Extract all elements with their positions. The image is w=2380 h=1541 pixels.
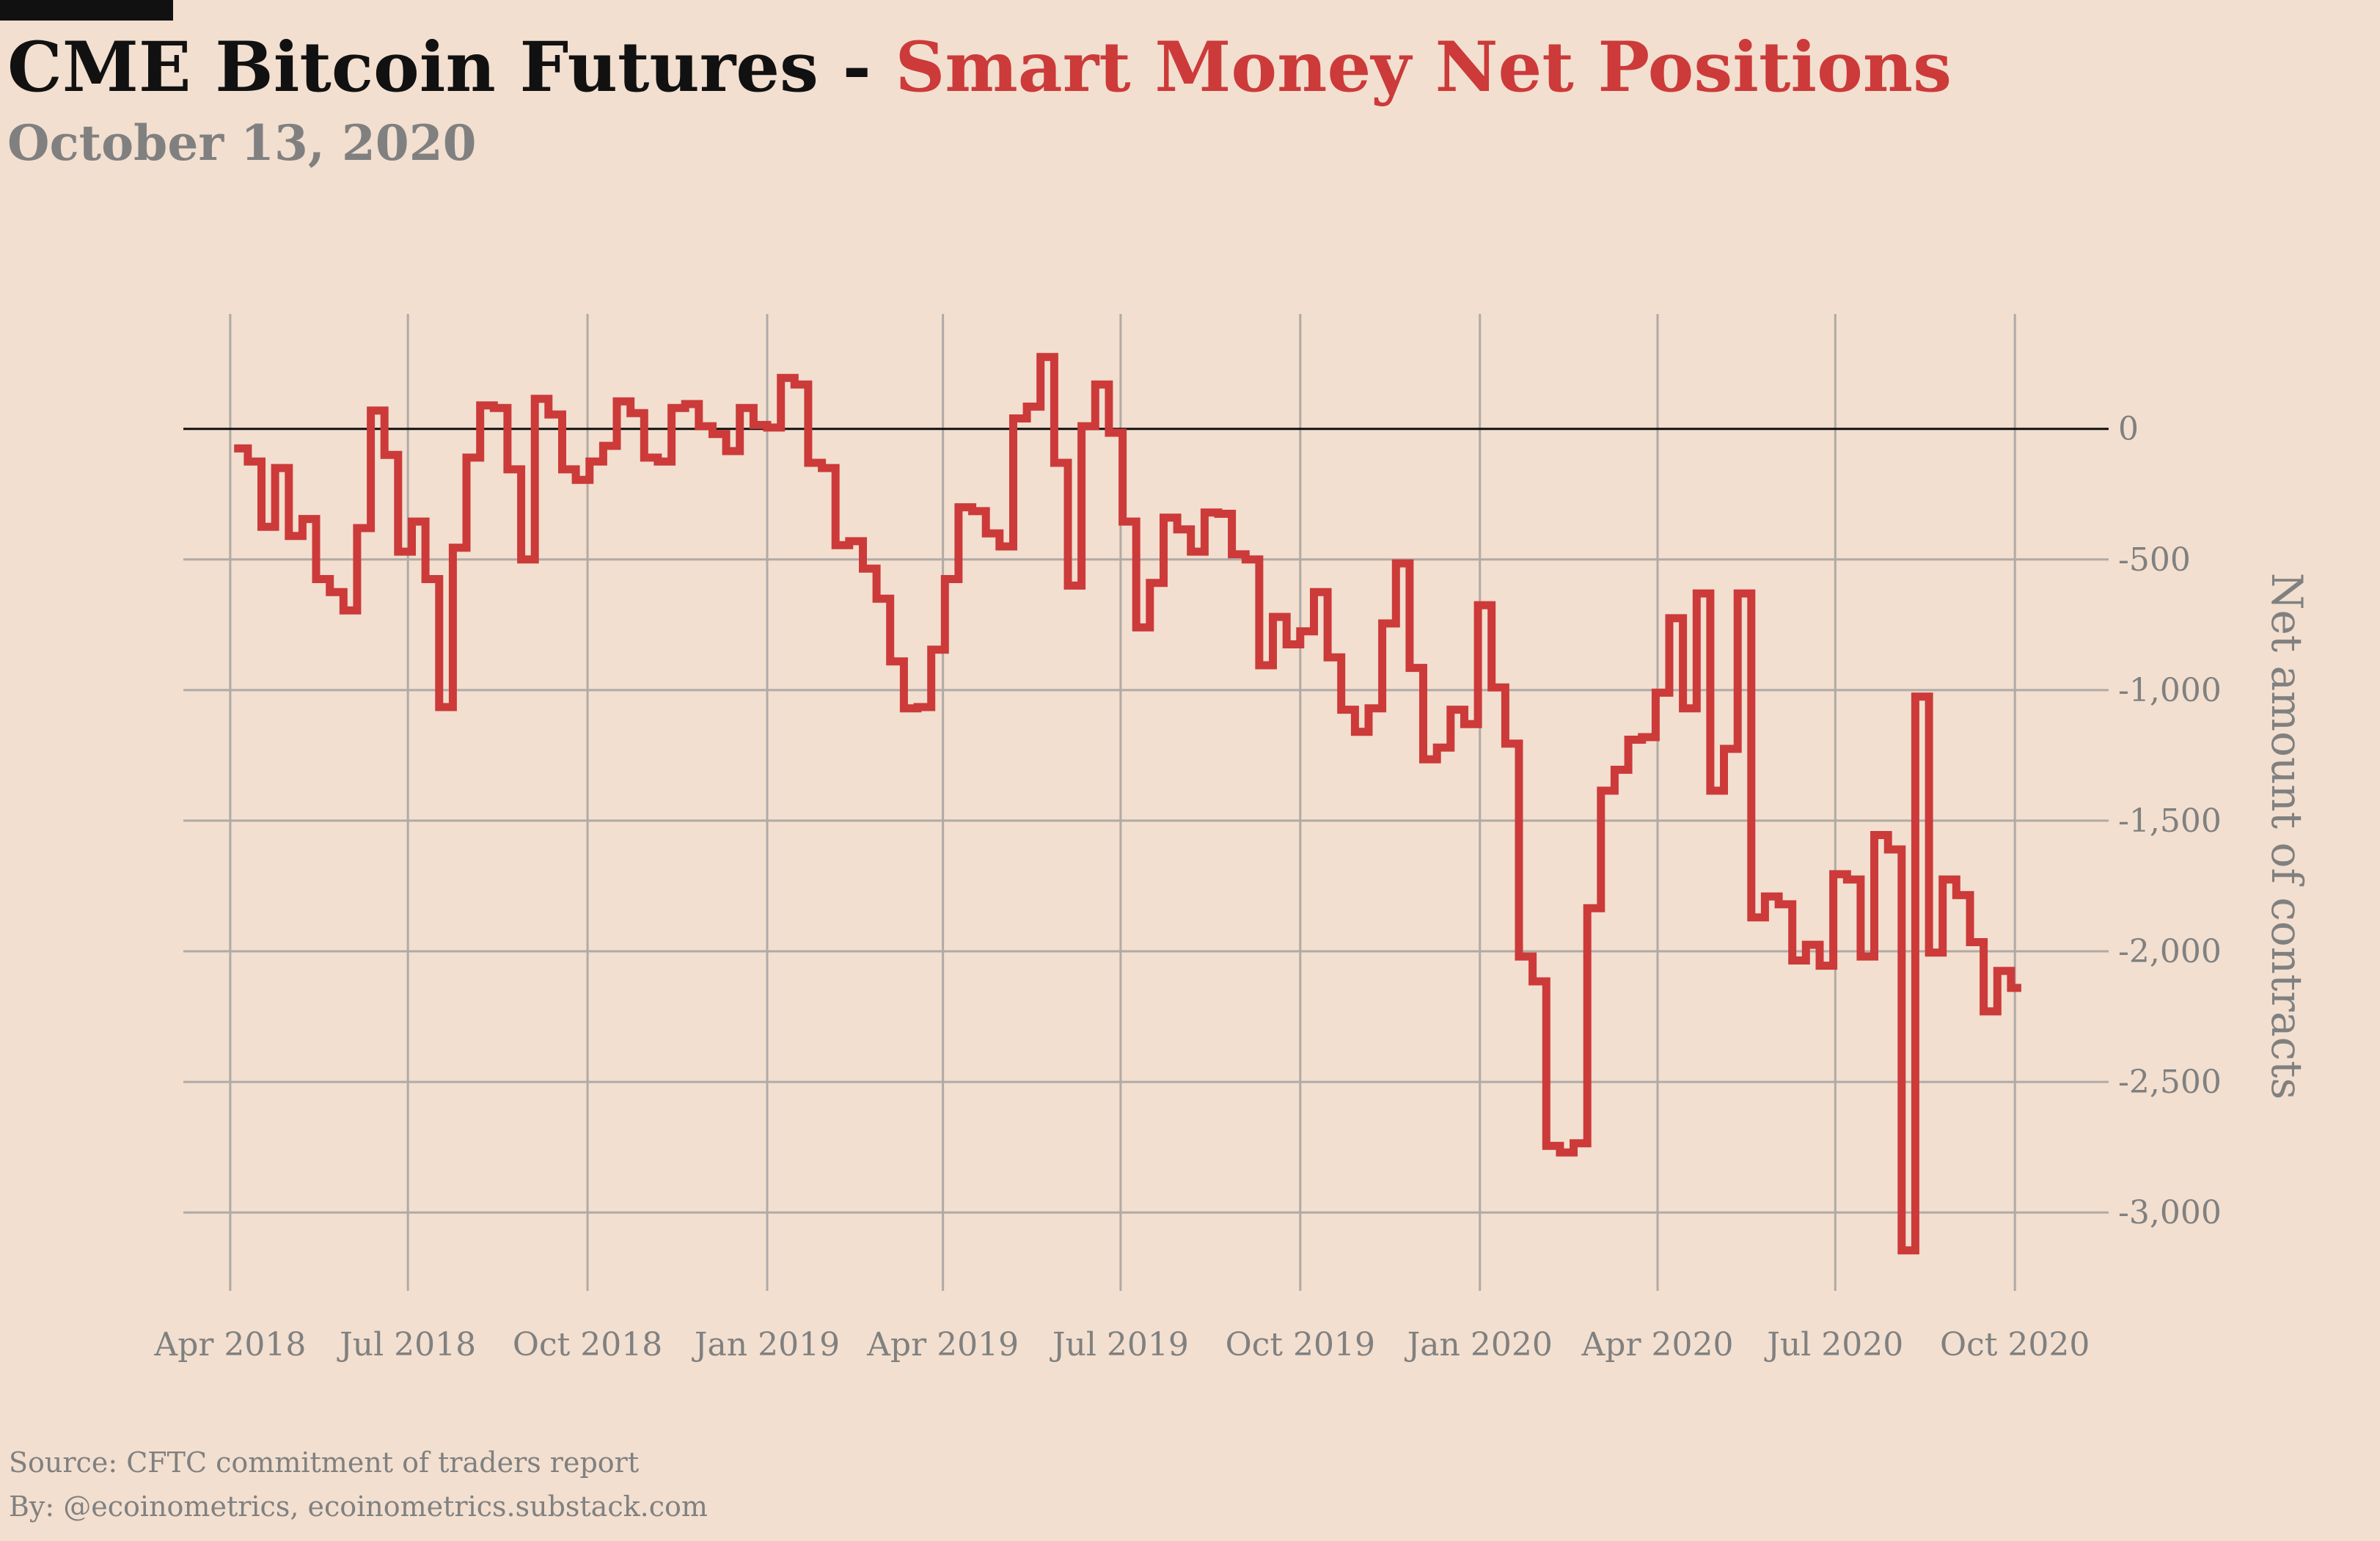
x-tick-label: Apr 2018	[153, 1326, 306, 1364]
y-tick-label: 0	[2118, 411, 2139, 448]
x-tick-label: Oct 2018	[513, 1326, 662, 1364]
y-tick-label: -1,000	[2118, 672, 2222, 709]
chart-date: October 13, 2020	[7, 114, 477, 172]
x-tick-label: Jul 2020	[1764, 1326, 1903, 1364]
title-accent: Smart Money Net Positions	[895, 27, 1952, 108]
x-tick-label: Oct 2020	[1940, 1326, 2090, 1364]
y-tick-label: -1,500	[2118, 802, 2222, 840]
y-tick-label: -3,000	[2118, 1194, 2222, 1231]
y-tick-label: -500	[2118, 541, 2191, 579]
top-accent-bar	[0, 0, 173, 21]
x-tick-label: Jan 2020	[1405, 1326, 1553, 1364]
x-tick-labels: Apr 2018 Jul 2018 Oct 2018 Jan 2019 Apr 2019…	[153, 1326, 2090, 1364]
x-tick-label: Oct 2019	[1226, 1326, 1375, 1364]
y-tick-labels: 0 -500 -1,000 -1,500 -2,000 -2,500 -3,000	[2118, 411, 2222, 1231]
y-tick-label: -2,000	[2118, 933, 2222, 970]
footer-byline: By: @ecoinometrics, ecoinometrics.substa…	[9, 1490, 708, 1523]
series-group	[234, 353, 2021, 1255]
y-tick-label: -2,500	[2118, 1064, 2222, 1101]
footer-source: Source: CFTC commitment of traders repor…	[9, 1446, 640, 1479]
x-tick-label: Jul 2018	[337, 1326, 476, 1364]
series-line	[234, 353, 2021, 1255]
chart-title: CME Bitcoin Futures - Smart Money Net Po…	[7, 26, 1952, 109]
x-tick-label: Apr 2019	[866, 1326, 1019, 1364]
y-axis-label: Net amount of contracts	[2262, 573, 2312, 1100]
title-prefix: CME Bitcoin Futures -	[7, 27, 896, 108]
x-gridlines	[229, 314, 2016, 1291]
y-gridlines	[183, 558, 2109, 1214]
x-tick-label: Apr 2020	[1581, 1326, 1734, 1364]
x-tick-label: Jan 2019	[692, 1326, 840, 1364]
x-tick-label: Jul 2019	[1050, 1326, 1189, 1364]
